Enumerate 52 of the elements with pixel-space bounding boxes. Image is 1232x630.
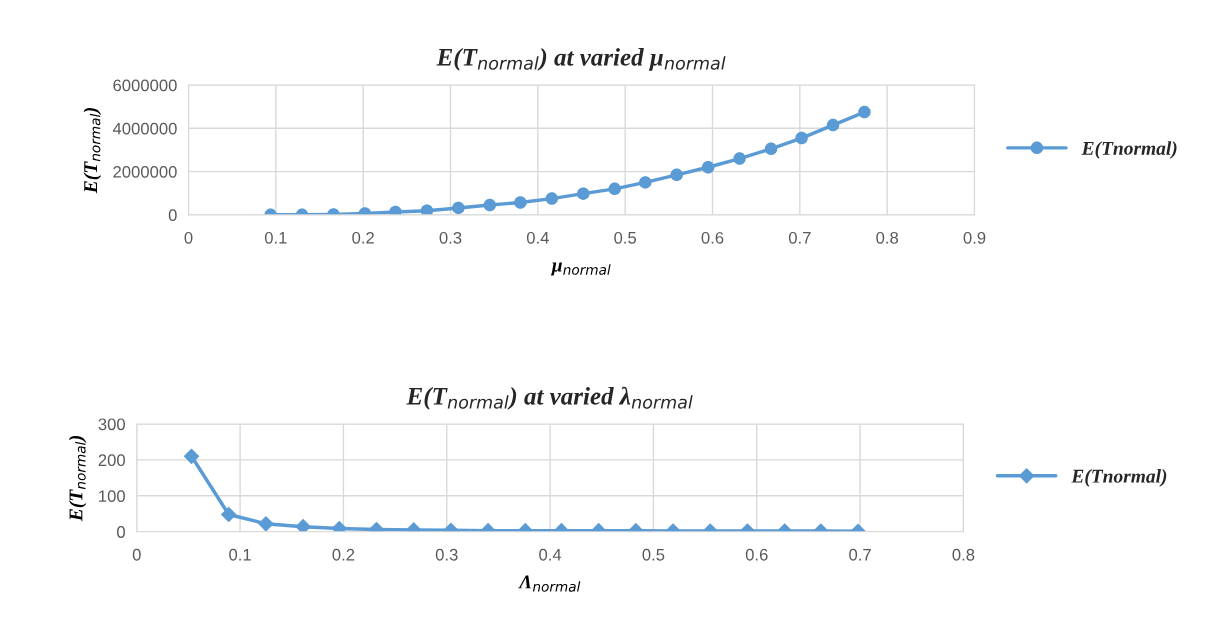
- x-tick-label: 0: [132, 548, 141, 561]
- chart-title: E(T$_{normal}$) at varied μ$_{normal}$: [436, 48, 726, 71]
- y-tick-label: 200: [98, 454, 125, 467]
- x-tick-label: 0.9: [963, 231, 986, 244]
- point: [670, 168, 683, 182]
- x-tick-label: 0: [184, 231, 193, 244]
- y-tick-label: 2000000: [113, 165, 177, 178]
- x-tick-label: 0.6: [701, 231, 724, 244]
- x-tick-label: 0.8: [876, 231, 899, 244]
- x-axis-title: μ$_{normal}$: [550, 262, 611, 276]
- point: [795, 131, 808, 145]
- y-tick-label: 0: [168, 209, 177, 222]
- x-tick-label: 0.4: [539, 548, 562, 561]
- point: [514, 196, 527, 209]
- point: [577, 187, 590, 200]
- point: [295, 518, 311, 532]
- x-tick-label: 0.8: [952, 548, 975, 561]
- point: [764, 142, 778, 156]
- x-tick-label: 0.4: [526, 231, 549, 244]
- chart-title: E(T$_{normal}$) at varied λ$_{normal}$: [406, 386, 693, 410]
- y-tick-label: 4000000: [112, 122, 177, 135]
- point: [452, 201, 465, 215]
- x-tick-label: 0.3: [439, 231, 462, 244]
- y-axis-title: E(T$_{normal}$): [68, 435, 87, 522]
- y-tick-label: 0: [117, 526, 125, 538]
- legend-label: E(Tnormal): [1081, 141, 1177, 159]
- x-tick-label: 0.5: [642, 548, 665, 561]
- point: [826, 118, 840, 132]
- y-tick-label: 300: [98, 418, 125, 431]
- x-tick-label: 0.6: [745, 548, 768, 561]
- point: [639, 176, 652, 189]
- point: [183, 448, 200, 465]
- x-axis-title: Λ$_{normal}$: [518, 575, 581, 592]
- legend-label: E(Tnormal): [1071, 469, 1167, 487]
- point: [608, 182, 621, 196]
- point: [701, 160, 715, 174]
- y-tick-label: 100: [99, 490, 125, 503]
- x-tick-label: 0.3: [435, 548, 458, 561]
- point: [545, 192, 559, 205]
- x-tick-label: 0.2: [332, 548, 355, 561]
- point: [483, 198, 497, 212]
- x-tick-label: 0.1: [229, 548, 251, 561]
- point: [733, 152, 746, 165]
- y-tick-label: 6000000: [113, 79, 177, 92]
- y-axis-title: E(T$_{normal}$): [83, 108, 102, 194]
- point: [420, 204, 434, 215]
- x-tick-label: 0.2: [352, 231, 374, 244]
- x-tick-label: 0.7: [849, 548, 871, 561]
- x-tick-label: 0.1: [264, 231, 287, 244]
- x-tick-label: 0.5: [614, 231, 637, 244]
- point: [858, 105, 871, 119]
- x-tick-label: 0.7: [788, 231, 811, 244]
